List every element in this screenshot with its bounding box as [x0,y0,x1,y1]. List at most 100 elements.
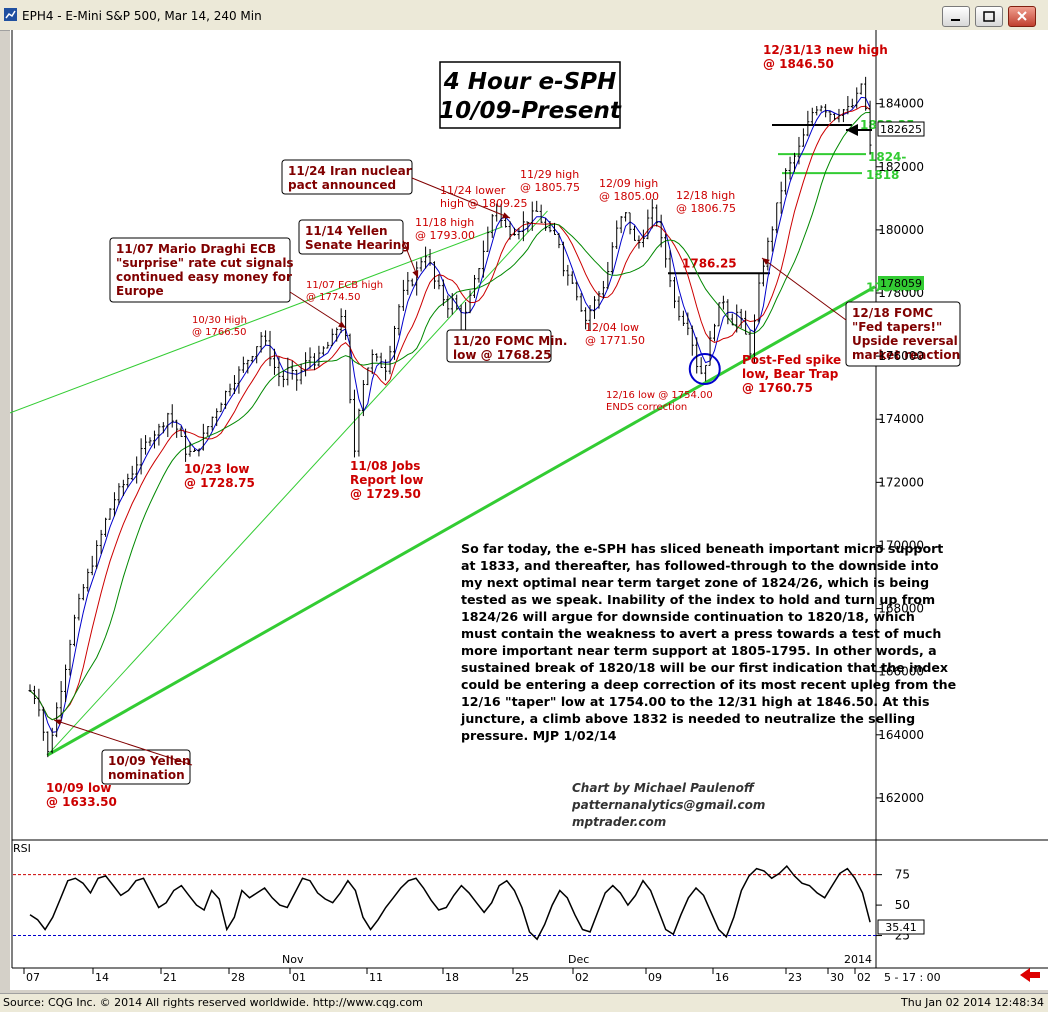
arrow-head-icon [412,270,419,278]
y-tick-label: 184000 [878,97,924,111]
commentary-line: my next optimal near term target zone of… [461,575,929,590]
annotation-text: 12/04 low [585,321,639,334]
annotation-text: "Fed tapers!" [852,320,942,334]
scroll-arrow-icon[interactable] [1020,968,1040,982]
annotation-text: 11/24 Iran nuclear [288,164,412,178]
annotation: 10/09 low@ 1633.50 [46,781,117,809]
y-tick-label: 176000 [878,349,924,363]
annotation-text: @ 1760.75 [742,381,813,395]
annotation-arrow [411,177,511,219]
app-icon [4,8,17,21]
annotation: 11/18 high@ 1793.00 [415,216,475,242]
title-box [439,61,621,129]
annotation-text: 11/20 FOMC Min. [453,334,567,348]
credit-line: patternanalytics@gmail.com [571,798,765,812]
annotation-text: 11/29 high [520,168,579,181]
annotation-text: @ 1766.50 [192,327,247,338]
arrow-head-icon [54,719,62,726]
commentary-line: 1824/26 will argue for downside continua… [461,609,915,624]
annotation-text: @ 1805.00 [599,190,659,203]
commentary-line: juncture, a climb above 1832 is needed t… [460,711,915,726]
annotation-text: @ 1846.50 [763,57,834,71]
x-tick-label: 23 [788,971,802,984]
level-label: 1818 [866,168,899,182]
commentary-text: So far today, the e-SPH has sliced benea… [460,541,956,743]
annotation: 11/29 high@ 1805.75 [520,168,580,194]
annotation-text: 11/14 Yellen [305,224,388,238]
annotation-text: 12/31/13 new high [763,43,888,57]
annotation: 12/18 FOMC"Fed tapers!"Upside reversalma… [845,301,961,367]
annotation: 10/23 low@ 1728.75 [184,462,255,490]
annotation-box [281,159,413,195]
annotation: 11/07 Mario Draghi ECB"surprise" rate cu… [109,237,294,303]
x-tick-label: 02 [575,971,589,984]
maximize-button[interactable] [975,6,1003,27]
annotation-text: @ 1774.50 [306,292,361,303]
status-bar: Source: CQG Inc. © 2014 All rights reser… [0,993,1048,1012]
upper-trendline [9,226,503,414]
commentary-line: more important near term support at 1805… [461,643,937,658]
y-tick-label: 162000 [878,791,924,805]
annotation-text: @ 1728.75 [184,476,255,490]
rsi-last-box [877,919,925,935]
annotation: 12/09 high@ 1805.00 [599,177,659,203]
annotation-text: 10/09 low [46,781,111,795]
annotation-box [446,329,552,363]
annotation-text: continued easy money for [116,270,292,284]
close-icon [1017,11,1027,21]
annotation-text: @ 1793.00 [415,229,475,242]
x-tick-label: 28 [231,971,245,984]
x-tick-label: 07 [26,971,40,984]
timeframe-label: 5 - 17 : 00 [884,971,941,984]
commentary-line: 12/16 "taper" low at 1754.00 to the 12/3… [461,694,930,709]
commentary-line: must contain the weakness to avert a pre… [461,626,941,641]
annotation-text: low @ 1768.25 [453,348,551,362]
annotation-text: 11/18 high [415,216,474,229]
last-price-box [877,121,925,137]
annotation-text: Report low [350,473,424,487]
chart-title: 4 Hour e-SPH [443,69,617,95]
x-tick-label: 16 [715,971,729,984]
annotation: 10/30 High@ 1766.50 [192,315,247,338]
annotation-text: 12/18 FOMC [852,306,933,320]
y-tick-label: 172000 [878,475,924,489]
annotation-text: 11/08 Jobs [350,459,420,473]
credit-line: Chart by Michael Paulenoff [572,781,755,795]
minimize-button[interactable] [942,6,970,27]
maximize-icon [983,11,995,22]
commentary-line: pressure. MJP 1/02/14 [461,728,617,743]
minimize-icon [951,19,960,21]
annotation-text: @ 1771.50 [585,334,645,347]
low-circle [688,353,721,386]
inner-trendline [46,210,548,756]
level-label: 1786.25 [682,256,737,270]
x-tick-label: 25 [515,971,529,984]
x-tick-label: 11 [369,971,383,984]
x-month-label: Dec [568,953,589,966]
y-tick-label: 182000 [878,160,924,174]
annotation-text: 11/07 ECB high [306,280,383,291]
commentary-line: sustained break of 1820/18 will be our f… [461,660,948,675]
y-tick-label: 170000 [878,538,924,552]
marker-price-label: 178059 [880,277,922,290]
close-button[interactable] [1008,6,1036,27]
rsi-label: RSI [13,842,31,855]
ma-slow-line [29,112,871,721]
arrow-head-icon [762,258,770,265]
last-price-label: 182625 [880,123,922,136]
marker-price-box [878,276,924,290]
annotation-box [109,237,291,303]
rsi-line [29,864,871,941]
annotation-text: @ 1729.50 [350,487,421,501]
x-tick-label: 01 [292,971,306,984]
y-tick-label: 166000 [878,665,924,679]
annotation-text: low, Bear Trap [742,367,839,381]
major-trendline [46,285,876,757]
annotation-arrow [53,719,193,766]
footer-timestamp: Thu Jan 02 2014 12:48:34 [901,996,1044,1009]
x-tick-label: 14 [95,971,109,984]
annotation-text: market reaction [852,348,960,362]
